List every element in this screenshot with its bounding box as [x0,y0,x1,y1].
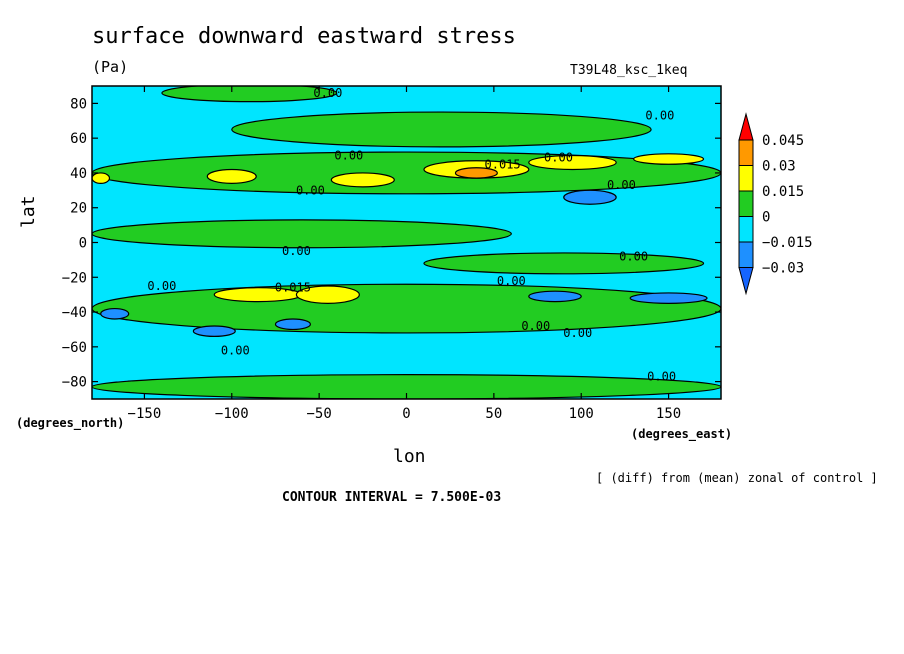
colorbar-label: −0.015 [762,235,813,251]
y-tick-label: 0 [79,236,87,252]
contour-label: 0.00 [563,326,592,340]
contour-label: 0.00 [147,279,176,293]
chart-title: surface downward eastward stress [92,24,516,49]
colorbar-segment [738,165,754,192]
contour-region-21 [629,292,708,304]
contour-region-11 [633,153,705,165]
colorbar-arrow-bottom [738,267,754,296]
contour-region-5 [92,374,721,399]
y-axis: 80 60 40 20 0 −20 −40 −60 −80 [62,96,721,391]
y-tick-label: 40 [70,166,87,182]
x-tick-label: −50 [306,406,331,422]
contour-region-2 [231,111,652,148]
contour-label: 0.00 [647,369,676,383]
colorbar-label: 0.045 [762,133,804,149]
contour-label: 0.00 [221,343,250,357]
x-tick-label: −100 [215,406,249,422]
y-tick-label: 60 [70,131,87,147]
contour-label: 0.00 [619,249,648,263]
colorbar-label: 0 [762,210,770,226]
contour-label: 0.00 [313,86,342,100]
colorbar-label: −0.03 [762,261,804,277]
x-axis: −150 −100 −50 0 50 100 150 [128,86,681,422]
colorbar-arrow-top [738,112,754,141]
contour-label: 0.00 [334,149,363,163]
y-tick-label: −40 [62,305,87,321]
contour-region-19 [274,318,312,331]
x-axis-label: lon [393,446,426,467]
contour-region-12 [92,172,111,184]
contour-region-8 [330,172,395,188]
y-tick-label: −60 [62,340,87,356]
contour-label: 0.00 [607,178,636,192]
contour-region-18 [192,325,236,337]
y-tick-label: 80 [70,96,87,112]
x-tick-label: 100 [569,406,594,422]
colorbar-segment [738,216,754,243]
plot-area [92,86,721,399]
colorbar-segment [738,241,754,268]
contour-region-14 [295,285,360,304]
colorbar-segment [738,190,754,217]
x-tick-label: 0 [402,406,410,422]
contour-region-20 [528,290,582,303]
x-tick-label: −150 [128,406,162,422]
contour-interval-text: CONTOUR INTERVAL = 7.500E-03 [282,490,502,505]
run-name: T39L48_ksc_1keq [570,63,688,78]
contour-region-6 [161,86,338,103]
y-tick-label: −80 [62,375,87,391]
contour-region-16 [563,189,617,205]
y-tick-label: 20 [70,201,87,217]
contour-label: 0.00 [521,319,550,333]
contour-label: 0.015 [485,157,521,171]
x-axis-units: (degrees_east) [631,427,733,441]
colorbar: 0.045 0.03 0.015 0 −0.015 −0.03 [738,112,813,296]
contour-labels: 0.00 0.00 0.00 0.015 0.00 0.00 0.00 0.00 0.00 0.0… [147,86,676,383]
chart-units: (Pa) [92,58,129,76]
contour-region-3 [92,219,512,249]
colorbar-label: 0.03 [762,159,796,175]
contour-region-17 [100,307,130,320]
contour-label: 0.00 [497,274,526,288]
contour-label: 0.00 [544,150,573,164]
contour-label: 0.00 [282,244,311,258]
contour-region-7 [206,168,257,184]
contour-region-15 [454,167,498,179]
y-tick-label: −20 [62,270,87,286]
y-axis-units: (degrees_north) [16,416,125,430]
colorbar-segment [738,139,754,166]
difference-note: [ (diff) from (mean) zonal of control ] [596,471,878,485]
contour-label: 0.015 [275,281,311,295]
x-tick-label: 150 [656,406,681,422]
contour-label: 0.00 [296,183,325,197]
x-tick-label: 50 [485,406,502,422]
contour-region-4 [423,252,705,275]
colorbar-label: 0.015 [762,184,804,200]
contour-region-10 [528,154,617,171]
contour-label: 0.00 [645,109,674,123]
contour-region-1 [92,283,721,334]
